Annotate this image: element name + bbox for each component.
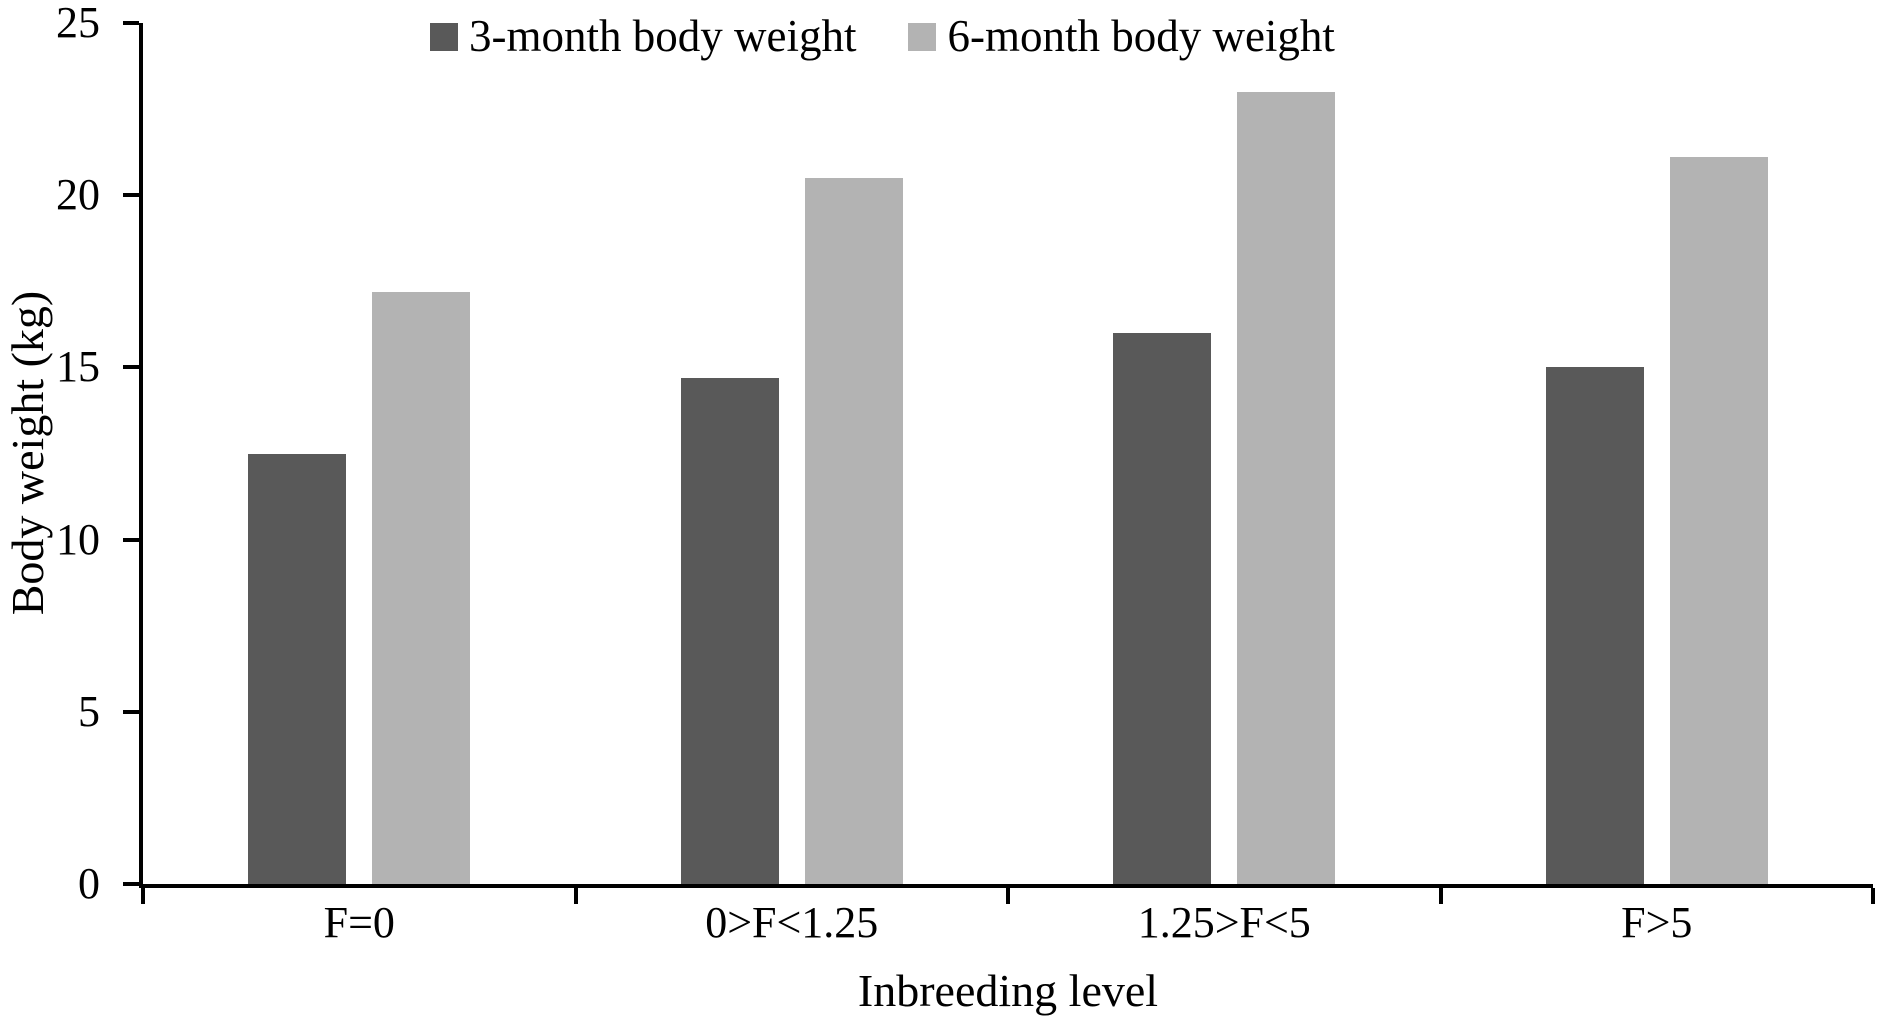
- x-tick-mark: [141, 888, 145, 904]
- legend-swatch: [430, 22, 458, 51]
- y-tick-mark: [123, 193, 139, 198]
- x-tick-mark: [1006, 888, 1010, 904]
- legend-label: 3-month body weight: [469, 11, 857, 61]
- plot-area: [139, 23, 1875, 904]
- x-category-label: F>5: [1621, 898, 1693, 947]
- legend-item: 3-month body weight: [430, 14, 856, 59]
- x-category-label: 0>F<1.25: [705, 898, 879, 947]
- bar: [1669, 157, 1768, 884]
- y-tick-mark: [123, 365, 139, 370]
- x-axis-title: Inbreeding level: [857, 965, 1159, 1016]
- y-tick-label: 25: [56, 0, 100, 47]
- chart-legend: 3-month body weight 6-month body weight: [430, 14, 1335, 59]
- bar: [1113, 332, 1212, 884]
- x-category-label: F=0: [323, 898, 395, 947]
- bar-groups: [143, 23, 1873, 884]
- bar: [1545, 367, 1644, 884]
- y-tick-label: 5: [78, 686, 100, 736]
- bar: [372, 291, 471, 884]
- x-category-label: 1.25>F<5: [1137, 898, 1311, 947]
- bar-group: [1441, 23, 1874, 884]
- legend-swatch: [908, 22, 937, 51]
- x-category-labels: F=0 0>F<1.25 1.25>F<5 F>5: [143, 897, 1873, 950]
- bar: [680, 377, 779, 884]
- bar-group: [576, 23, 1009, 884]
- bar: [248, 453, 347, 884]
- bar-group: [143, 23, 576, 884]
- y-tick-label: 0: [78, 859, 100, 908]
- legend-item: 6-month body weight: [908, 11, 1335, 61]
- y-tick-mark: [123, 882, 139, 886]
- x-tick-mark: [1871, 888, 1875, 904]
- y-tick-mark: [123, 21, 139, 25]
- bar: [804, 177, 903, 884]
- bar: [1237, 91, 1336, 884]
- x-tick-mark: [573, 888, 578, 904]
- legend-label: 6-month body weight: [947, 11, 1335, 61]
- y-tick-label: 10: [56, 514, 100, 564]
- bar-group: [1008, 23, 1441, 884]
- y-tick-mark: [123, 537, 139, 542]
- y-axis: 0 5 10 15 20 25: [0, 1, 139, 906]
- y-tick-label: 20: [56, 170, 100, 220]
- x-tick-mark: [1438, 888, 1443, 904]
- y-tick-mark: [123, 709, 139, 714]
- y-tick-label: 15: [56, 342, 100, 392]
